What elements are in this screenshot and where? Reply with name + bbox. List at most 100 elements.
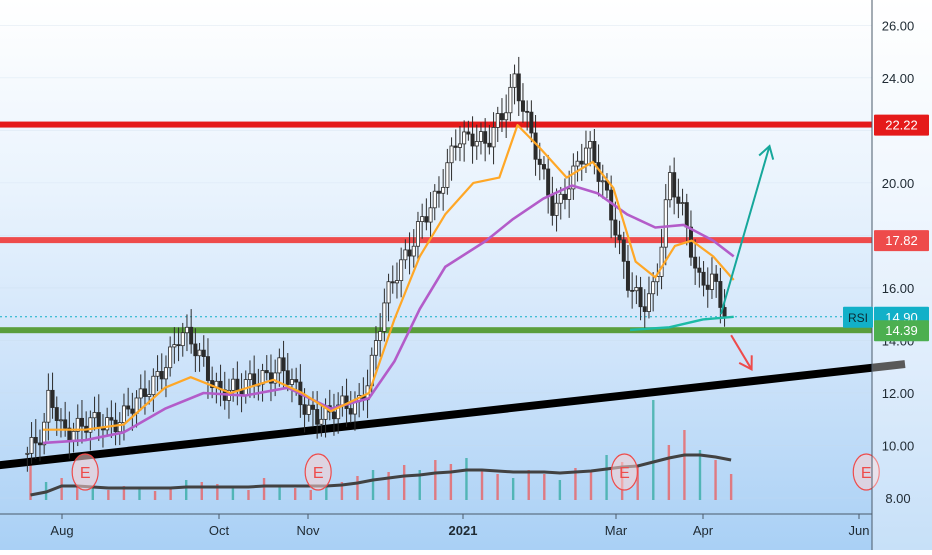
candle-body [71, 430, 76, 441]
candle [504, 94, 509, 139]
candle [67, 411, 72, 459]
candle-body [319, 418, 324, 425]
candle-body [634, 287, 639, 292]
candle [252, 355, 257, 399]
candle [697, 256, 702, 288]
candle-body [714, 273, 719, 282]
candle-body [462, 131, 467, 145]
y-tick-label: 20.00 [882, 176, 915, 191]
candle-body [709, 273, 714, 290]
candle [562, 178, 567, 210]
candle-body [29, 437, 34, 454]
candle [638, 276, 643, 321]
candle [634, 275, 639, 305]
candle [491, 112, 496, 165]
candle [390, 265, 395, 294]
rsi-tag-label: RSI [848, 311, 868, 325]
candle-body [247, 373, 252, 380]
arrow-head [738, 355, 753, 371]
volume-bar [356, 476, 359, 500]
volume-bar [449, 464, 453, 500]
candle-body [453, 145, 458, 148]
candle [407, 232, 412, 275]
candle-body [621, 239, 626, 262]
candle [558, 186, 563, 220]
candle-body [193, 343, 198, 357]
candle [37, 429, 42, 462]
candle-body [508, 86, 513, 114]
candle [394, 262, 399, 299]
candle-body [432, 190, 437, 209]
earnings-marker: E [852, 453, 880, 491]
candle [138, 374, 143, 411]
volume-bar [558, 480, 562, 500]
candle [235, 361, 240, 406]
candle-body [483, 131, 488, 144]
candle-body [638, 287, 643, 308]
candle-body [273, 372, 278, 384]
candle [474, 124, 479, 160]
moving-averages [43, 124, 735, 445]
grid-lines [0, 24, 872, 499]
candle [441, 169, 446, 211]
candle [327, 389, 332, 421]
candle-body [142, 388, 147, 397]
candle [693, 239, 698, 285]
candle-body [672, 172, 677, 198]
candle-body [390, 281, 395, 284]
candle [457, 126, 462, 162]
arrow-head [758, 144, 775, 160]
candle-body [588, 141, 593, 149]
volume-bar [698, 450, 702, 500]
candle [92, 396, 97, 431]
volume-bar [91, 488, 94, 500]
candle-body [407, 249, 412, 257]
candle [378, 313, 383, 357]
candle-body [663, 199, 668, 248]
candle-body [504, 112, 509, 121]
candle-body [277, 357, 282, 374]
candle [420, 203, 425, 239]
volume-bar [605, 455, 608, 500]
candle [193, 328, 198, 373]
x-tick-label: Aug [50, 523, 73, 538]
candle-body [33, 437, 38, 444]
candle [449, 137, 454, 181]
candle [617, 220, 622, 255]
candle-body [155, 371, 160, 377]
projection-arrow-up [719, 144, 775, 315]
candle-body [281, 357, 286, 372]
candle [151, 368, 156, 412]
candle-body [205, 356, 210, 381]
candle-body [138, 388, 143, 399]
candle-body [466, 131, 471, 135]
candle [268, 354, 273, 402]
candle-body [499, 113, 504, 121]
candle [142, 370, 147, 415]
candle [130, 392, 135, 431]
candle [667, 165, 672, 208]
candle-body [449, 145, 454, 164]
candle [134, 390, 139, 428]
candle [516, 56, 521, 116]
candle [231, 368, 236, 402]
candle-body [264, 370, 269, 374]
candle-body [285, 370, 290, 385]
candle-body [126, 405, 131, 410]
candle [592, 128, 597, 175]
candle-body [537, 158, 542, 165]
volume-bar [434, 460, 437, 500]
candle-body [512, 73, 517, 88]
candle-body [399, 259, 404, 281]
candle [579, 143, 584, 181]
candle-body [306, 404, 311, 415]
candle-body [289, 379, 294, 385]
candle [33, 419, 38, 459]
candle [621, 231, 626, 279]
x-tick-labels: Aug Oct Nov 2021 Mar Apr Jun [50, 514, 869, 538]
candle-body [117, 422, 122, 433]
volume-bar [511, 478, 515, 500]
candle-body [63, 419, 68, 429]
volume-bar [185, 480, 188, 500]
candle-body [130, 408, 135, 414]
